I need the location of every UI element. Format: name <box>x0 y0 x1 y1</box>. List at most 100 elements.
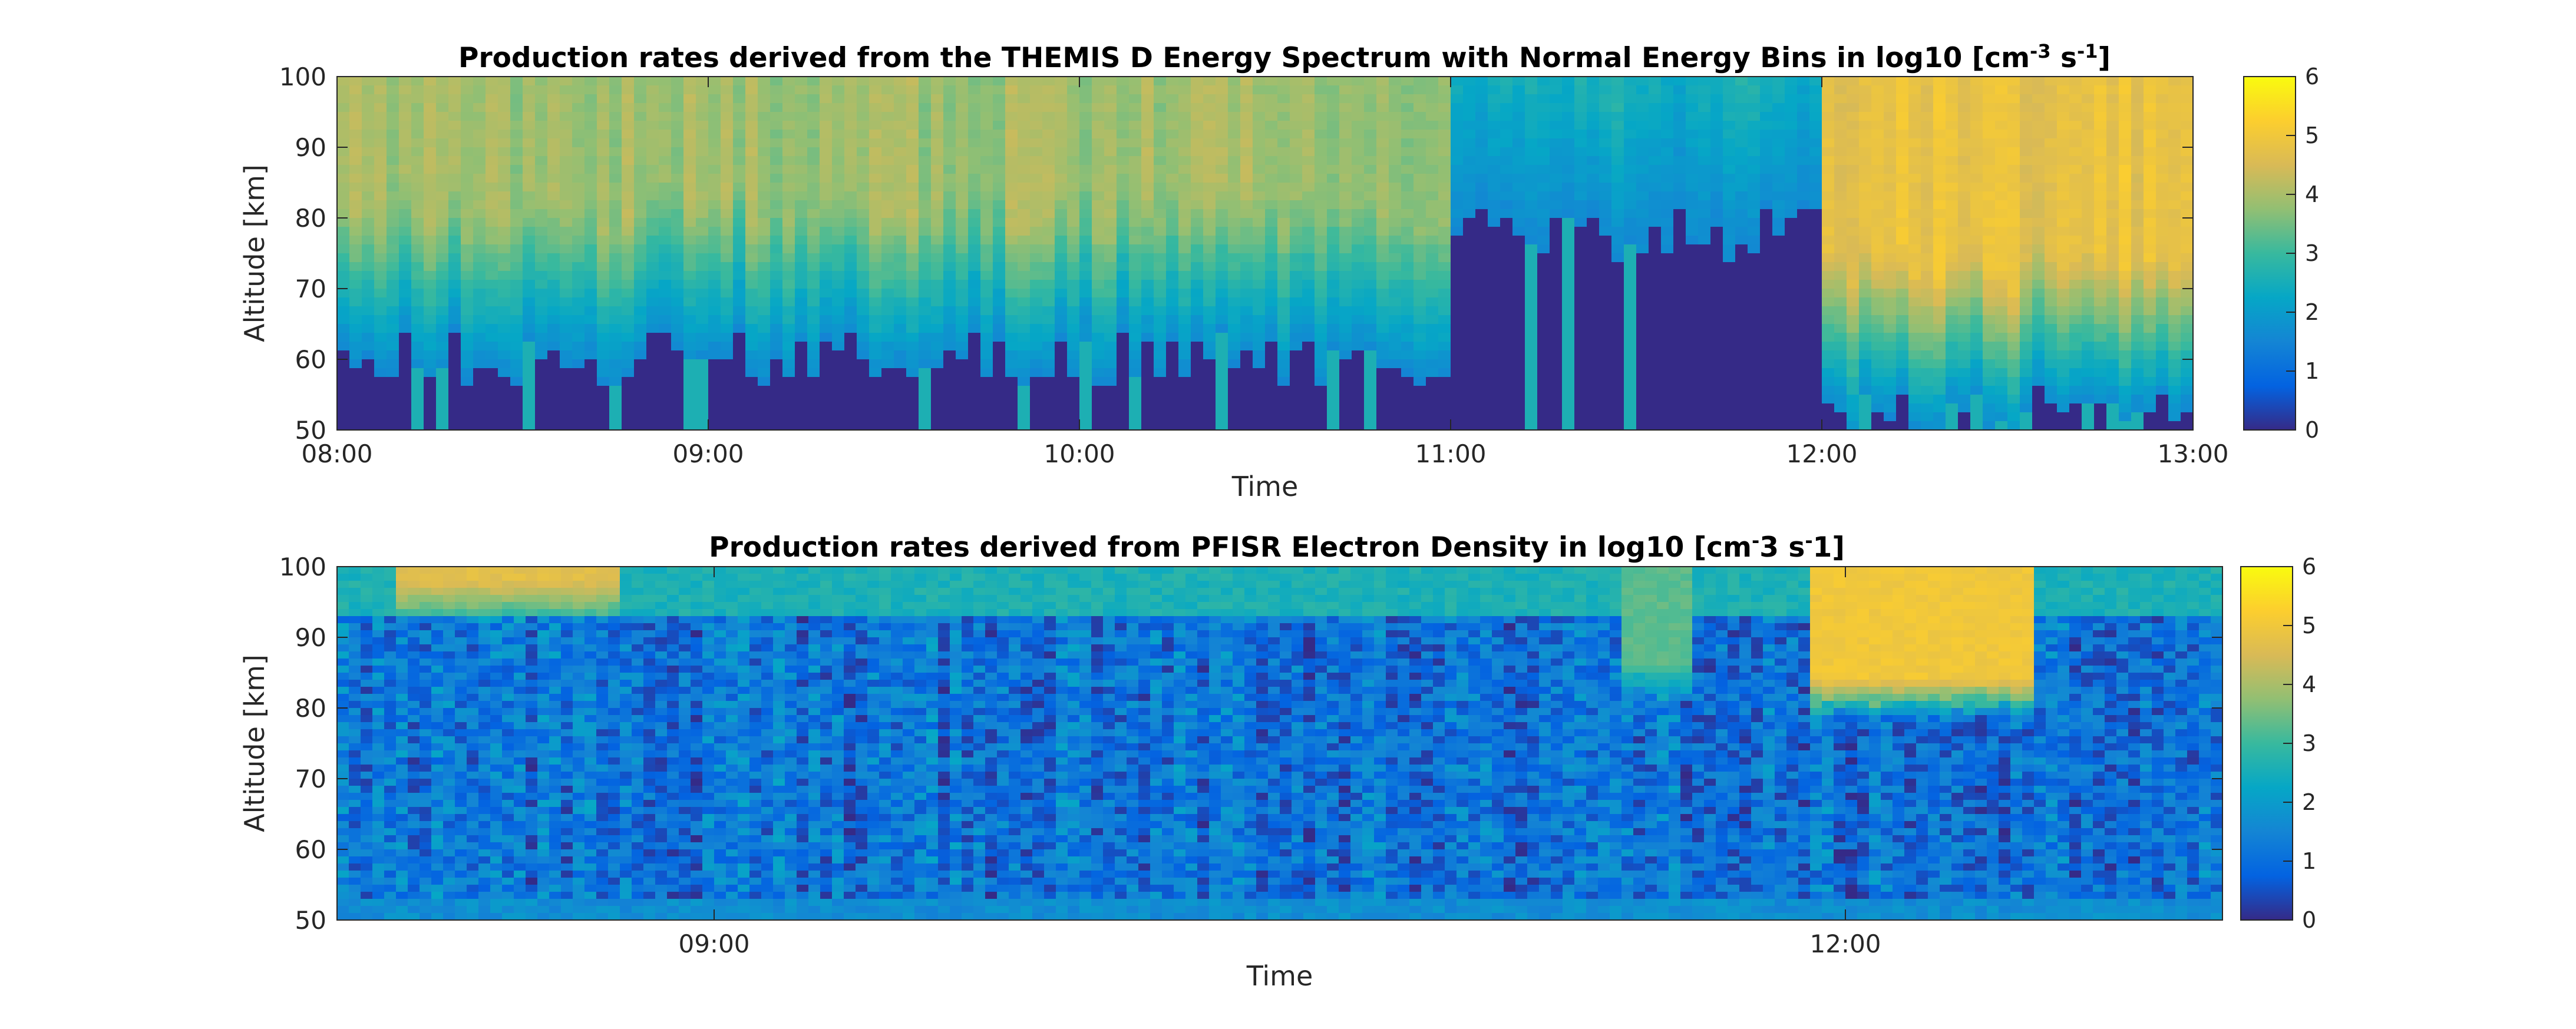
heatmap-cell <box>387 209 399 219</box>
heatmap-cell <box>436 200 449 210</box>
heatmap-cell <box>1315 130 1327 139</box>
heatmap-cell <box>1253 244 1266 254</box>
heatmap-cell <box>1847 165 1860 174</box>
heatmap-cell <box>1327 395 1340 404</box>
heatmap-cell <box>1277 85 1290 95</box>
heatmap-cell <box>671 262 684 272</box>
heatmap-cell <box>1809 200 1822 210</box>
heatmap-cell <box>349 412 362 422</box>
heatmap-cell <box>1488 94 1501 104</box>
heatmap-cell <box>1315 183 1327 192</box>
heatmap-cell <box>894 236 907 245</box>
heatmap-cell <box>1797 262 1810 272</box>
heatmap-cell <box>1562 412 1575 422</box>
heatmap-cell <box>659 271 672 280</box>
heatmap-cell <box>1401 280 1414 289</box>
heatmap-cell <box>869 280 882 289</box>
heatmap-cell <box>1253 121 1266 130</box>
heatmap-cell <box>1574 103 1587 113</box>
heatmap-cell <box>721 165 734 174</box>
heatmap-cell <box>708 209 721 219</box>
heatmap-cell <box>362 403 375 413</box>
heatmap-cell <box>1649 306 1662 316</box>
heatmap-cell <box>523 421 536 431</box>
heatmap-cell <box>448 297 461 307</box>
heatmap-cell <box>1129 85 1142 95</box>
heatmap-cell <box>1018 244 1031 254</box>
heatmap-cell <box>1772 324 1785 333</box>
heatmap-cell <box>1636 183 1649 192</box>
heatmap-cell <box>807 227 820 236</box>
heatmap-cell <box>1240 333 1253 342</box>
heatmap-cell <box>1661 342 1674 351</box>
heatmap-cell <box>659 218 672 227</box>
heatmap-cell <box>894 138 907 148</box>
heatmap-cell <box>1451 289 1464 298</box>
heatmap-cell <box>1636 289 1649 298</box>
heatmap-cell <box>1364 147 1377 157</box>
heatmap-cell <box>807 85 820 95</box>
heatmap-cell <box>956 359 969 369</box>
heatmap-cell <box>1438 94 1451 104</box>
heatmap-cell <box>1426 342 1439 351</box>
heatmap-cell <box>708 94 721 104</box>
heatmap-cell <box>1649 200 1662 210</box>
heatmap-cell <box>733 156 746 166</box>
heatmap-cell <box>1723 209 1736 219</box>
heatmap-cell <box>1376 350 1389 360</box>
heatmap-cell <box>1735 112 1748 121</box>
heatmap-cell <box>1104 77 1117 86</box>
heatmap-cell <box>869 77 882 86</box>
heatmap-cell <box>1847 191 1860 201</box>
heatmap-cell <box>1376 412 1389 422</box>
heatmap-cell <box>1649 412 1662 422</box>
heatmap-cell <box>1438 386 1451 395</box>
heatmap-cell <box>498 297 511 307</box>
heatmap-cell <box>1748 359 1761 369</box>
heatmap-cell <box>1871 112 1884 121</box>
heatmap-cell <box>696 200 709 210</box>
heatmap-cell <box>1822 350 1835 360</box>
heatmap-cell <box>1772 236 1785 245</box>
heatmap-cell <box>919 165 932 174</box>
heatmap-cell <box>683 200 696 210</box>
heatmap-cell <box>1228 297 1241 307</box>
heatmap-cell <box>1401 85 1414 95</box>
heatmap-cell <box>1809 147 1822 157</box>
heatmap-cell <box>1525 289 1538 298</box>
heatmap-cell <box>1042 236 1055 245</box>
heatmap-cell <box>523 103 536 113</box>
heatmap-cell <box>906 218 919 227</box>
heatmap-cell <box>1847 342 1860 351</box>
heatmap-cell <box>349 324 362 333</box>
heatmap-cell <box>1488 368 1501 378</box>
heatmap-cell <box>659 395 672 404</box>
heatmap-cell <box>1624 165 1637 174</box>
heatmap-cell <box>411 253 424 263</box>
heatmap-cell <box>362 227 375 236</box>
heatmap-cell <box>1401 421 1414 431</box>
heatmap-cell <box>1500 412 1513 422</box>
heatmap-cell <box>349 244 362 254</box>
heatmap-cell <box>1537 297 1550 307</box>
heatmap-cell <box>1859 324 1872 333</box>
heatmap-cell <box>919 218 932 227</box>
heatmap-cell <box>473 395 486 404</box>
heatmap-cell <box>634 395 647 404</box>
heatmap-cell <box>919 112 932 121</box>
heatmap-cell <box>1710 147 1723 157</box>
heatmap-cell <box>832 253 845 263</box>
heatmap-cell <box>560 280 573 289</box>
heatmap-cell <box>844 306 857 316</box>
heatmap-cell <box>1154 121 1167 130</box>
heatmap-cell <box>1018 403 1031 413</box>
heatmap-cell <box>1191 174 1204 183</box>
heatmap-cell <box>1401 262 1414 272</box>
heatmap-cell <box>1574 227 1587 236</box>
heatmap-cell <box>795 200 808 210</box>
heatmap-cell <box>1203 280 1216 289</box>
heatmap-cell <box>436 315 449 325</box>
heatmap-cell <box>1315 324 1327 333</box>
heatmap-cell <box>411 103 424 113</box>
heatmap-cell <box>782 183 795 192</box>
